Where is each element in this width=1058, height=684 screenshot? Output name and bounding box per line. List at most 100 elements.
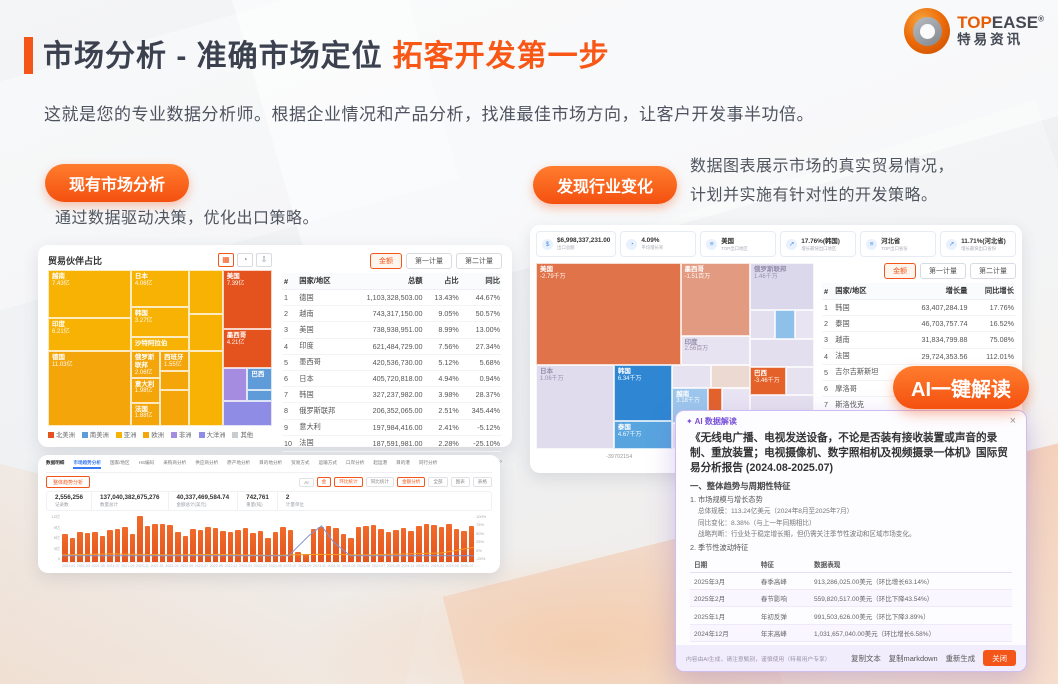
tab-第二计量[interactable]: 第二计量 <box>456 253 502 269</box>
tab-第一计量[interactable]: 第一计量 <box>920 263 966 279</box>
treemap-block[interactable]: 俄罗斯联邦 2.06亿 <box>130 351 160 378</box>
table-row[interactable]: 9 意大利 197,984,416.00 2.41% -5.12% <box>282 419 502 436</box>
toolbar-button[interactable]: 环比统计 <box>334 477 363 487</box>
treemap-block[interactable]: 美国 -2.79千万 <box>536 263 681 366</box>
treemap-block[interactable] <box>672 365 712 388</box>
treemap-block-value: 1.06千万 <box>540 376 564 383</box>
country-cell[interactable]: 泰国 <box>833 315 900 333</box>
sparkle-icon: ✦ <box>686 417 693 426</box>
treemap-block[interactable] <box>189 270 223 314</box>
dashboard-tab[interactable]: 贸易方式 <box>291 460 310 465</box>
tab-第一计量[interactable]: 第一计量 <box>406 253 452 269</box>
treemap-block[interactable]: 墨西哥 4.21亿 <box>222 329 272 369</box>
table-row[interactable]: 4 法国 29,724,353.56 112.01% <box>822 348 1016 365</box>
treemap-block[interactable]: 韩国 3.27亿 <box>130 307 190 338</box>
trend-filter-button[interactable]: 整体趋势分析 <box>46 476 91 488</box>
treemap-block[interactable]: 巴西 <box>247 368 272 391</box>
toolbar-button[interactable]: AI <box>299 477 314 487</box>
treemap-block[interactable] <box>786 367 814 396</box>
treemap-block[interactable] <box>222 401 272 426</box>
treemap-block[interactable]: 韩国 6.34千万 <box>613 365 673 422</box>
close-button[interactable]: 关闭 <box>983 650 1016 666</box>
treemap-block[interactable]: 德国 11.03亿 <box>48 351 131 426</box>
treemap-block[interactable] <box>160 371 190 391</box>
treemap-block[interactable]: 法国 1.88亿 <box>130 402 160 426</box>
legend-swatch <box>170 431 177 438</box>
treemap-block[interactable] <box>794 309 814 340</box>
table-row[interactable]: 7 韩国 327,237,982.00 3.98% 28.37% <box>282 386 502 404</box>
treemap-block[interactable]: 墨西哥 -1.51百万 <box>680 263 751 336</box>
toolbar-button[interactable]: 金 <box>316 477 332 487</box>
treemap-block[interactable]: 西班牙 1.55亿 <box>160 351 190 372</box>
treemap-block[interactable]: 日本 1.06千万 <box>536 365 614 449</box>
treemap-block[interactable] <box>189 351 223 426</box>
tab-金额[interactable]: 金额 <box>884 263 916 279</box>
legend-label: 欧洲 <box>151 432 164 439</box>
toolbar-button[interactable]: 表格 <box>472 477 492 487</box>
table-row[interactable]: 6 日本 405,720,818.00 4.94% 0.94% <box>282 370 502 388</box>
dashboard-tab[interactable]: 市场趋势分析 <box>73 460 101 469</box>
pie-view-icon[interactable]: ◔ <box>237 253 253 267</box>
treemap-block[interactable]: 印度 2.56百万 <box>680 335 751 366</box>
kpi-label: 增长最快出口省份 <box>961 246 997 251</box>
dashboard-tab[interactable]: 同行分析 <box>418 460 438 465</box>
treemap-block[interactable] <box>247 390 272 402</box>
toolbar-button[interactable]: 全部 <box>428 477 448 487</box>
badge-industry-change[interactable]: 发现行业变化 <box>533 166 678 204</box>
treemap-block[interactable]: 泰国 4.67千万 <box>613 421 673 449</box>
tab-第二计量[interactable]: 第二计量 <box>970 263 1016 279</box>
table-row[interactable]: 1 德国 1,103,328,503.00 13.43% 44.67% <box>282 289 502 307</box>
dashboard-tab[interactable]: 国家/地区 <box>109 460 130 465</box>
treemap-block[interactable]: 美国 7.39亿 <box>222 270 272 330</box>
table-row[interactable]: 10 法国 187,591,981.00 2.28% -25.10% <box>282 435 502 452</box>
treemap-block[interactable] <box>711 365 751 388</box>
treemap-block[interactable]: 俄罗斯联邦 1.46千万 <box>750 263 814 310</box>
badge-existing-market[interactable]: 现有市场分析 <box>45 164 190 202</box>
toolbar-button[interactable]: 金额分析 <box>397 477 426 487</box>
treemap-block[interactable]: 日本 4.06亿 <box>130 270 190 308</box>
download-icon[interactable]: ⇩ <box>256 253 272 267</box>
treemap-block[interactable]: 越南 7.43亿 <box>48 270 131 319</box>
ai-action-button[interactable]: 重新生成 <box>945 653 976 663</box>
toolbar-button[interactable]: 同比统计 <box>365 477 394 487</box>
table-row[interactable]: 3 越南 31,834,799.88 75.08% <box>822 331 1016 349</box>
table-row[interactable]: 2 泰国 46,703,757.74 16.52% <box>822 315 1016 333</box>
table-row[interactable]: 1 韩国 63,407,284.19 17.76% <box>822 299 1016 317</box>
treemap-block[interactable] <box>775 309 795 340</box>
treemap-block[interactable]: 沙特阿拉伯 <box>130 337 190 352</box>
dashboard-tab[interactable]: 目的地分析 <box>259 460 283 465</box>
ai-interpret-button[interactable]: AI一键解读 <box>893 366 1029 409</box>
treemap-block[interactable] <box>750 309 776 340</box>
close-icon[interactable]: × <box>1009 415 1016 427</box>
treemap-block[interactable]: 巴西 -3.46千万 <box>750 367 787 396</box>
treemap-block[interactable] <box>750 339 814 368</box>
toolbar-button[interactable]: 图表 <box>450 477 470 487</box>
table-row[interactable]: 5 墨西哥 420,536,730.00 5.12% 5.68% <box>282 354 502 371</box>
country-cell[interactable]: 越南 <box>833 331 900 349</box>
table-row[interactable]: 2 越南 743,317,150.00 9.05% 50.57% <box>282 305 502 323</box>
country-cell[interactable]: 韩国 <box>833 299 900 317</box>
dashboard-tab[interactable]: 运输方式 <box>318 460 337 465</box>
table-row[interactable]: 8 俄罗斯联邦 206,352,065.00 2.51% 345.44% <box>282 402 502 420</box>
treemap-block[interactable]: 印度 6.21亿 <box>48 318 131 352</box>
treemap-view-icon[interactable]: ▦ <box>218 253 234 267</box>
treemap-block[interactable] <box>222 368 248 402</box>
dashboard-tab[interactable]: 供应商分析 <box>195 460 219 465</box>
table-row[interactable]: 3 美国 738,938,951.00 8.99% 13.00% <box>282 321 502 339</box>
dashboard-tab[interactable]: HS编码 <box>138 460 155 465</box>
dashboard-tab[interactable]: 数据明细 <box>46 460 65 465</box>
partner-table: # 国家/地区 总额 占比 同比 1 德国 1,103,328,503.00 13.43% 44… <box>282 273 502 452</box>
tab-金额[interactable]: 金额 <box>370 253 402 269</box>
ai-action-button[interactable]: 复制文本 <box>851 653 881 663</box>
treemap-block[interactable]: 意大利 1.98亿 <box>130 377 160 403</box>
ai-action-button[interactable]: 复制markdown <box>888 653 938 663</box>
treemap-block[interactable] <box>160 390 190 426</box>
dashboard-tab[interactable]: 原产地分析 <box>227 460 251 465</box>
dashboard-tab[interactable]: 目的港 <box>396 460 410 465</box>
dashboard-tab[interactable]: 采购商分析 <box>163 460 187 465</box>
treemap-block[interactable] <box>189 313 223 352</box>
table-row[interactable]: 4 印度 621,484,729.00 7.56% 27.34% <box>282 338 502 355</box>
next-page-icon[interactable]: › <box>499 458 502 466</box>
dashboard-tab[interactable]: 起运港 <box>373 460 388 465</box>
dashboard-tab[interactable]: 口岸分析 <box>345 460 365 465</box>
